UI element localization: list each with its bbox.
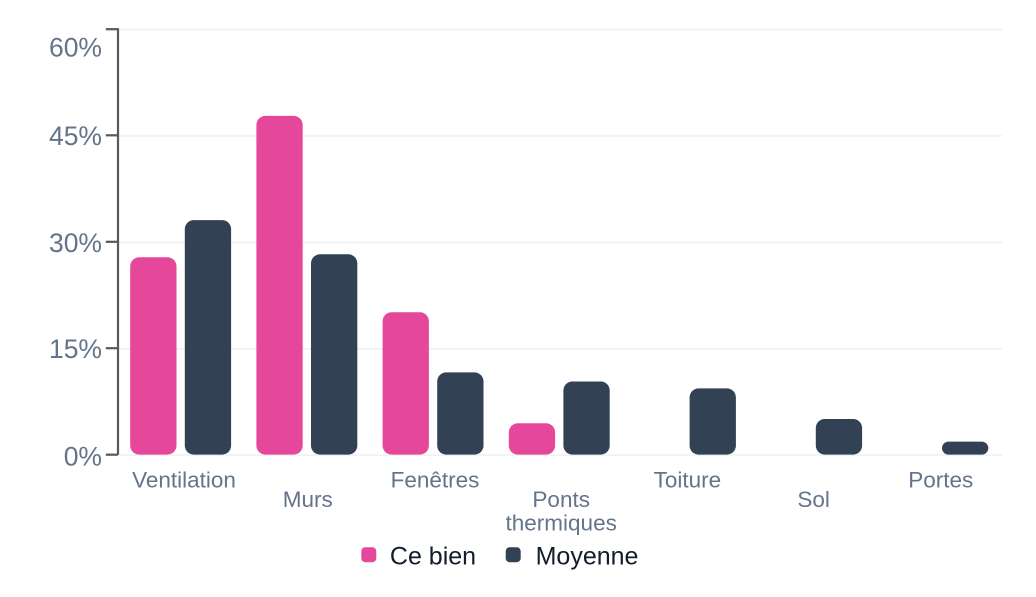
- svg-text:0%: 0%: [64, 441, 102, 471]
- svg-text:30%: 30%: [49, 228, 102, 258]
- svg-text:15%: 15%: [49, 334, 102, 364]
- svg-text:60%: 60%: [49, 32, 102, 62]
- svg-text:Ce bien: Ce bien: [390, 543, 476, 571]
- svg-text:Portes: Portes: [908, 467, 973, 492]
- svg-text:Ventilation: Ventilation: [132, 467, 236, 492]
- svg-text:Toiture: Toiture: [654, 467, 722, 492]
- svg-text:Sol: Sol: [797, 487, 830, 512]
- svg-text:Fenêtres: Fenêtres: [391, 467, 480, 492]
- svg-text:Murs: Murs: [283, 487, 333, 512]
- svg-text:Moyenne: Moyenne: [536, 543, 639, 571]
- svg-text:45%: 45%: [49, 121, 102, 151]
- svg-text:Ponts: Ponts: [532, 487, 590, 512]
- svg-text:thermiques: thermiques: [506, 511, 617, 536]
